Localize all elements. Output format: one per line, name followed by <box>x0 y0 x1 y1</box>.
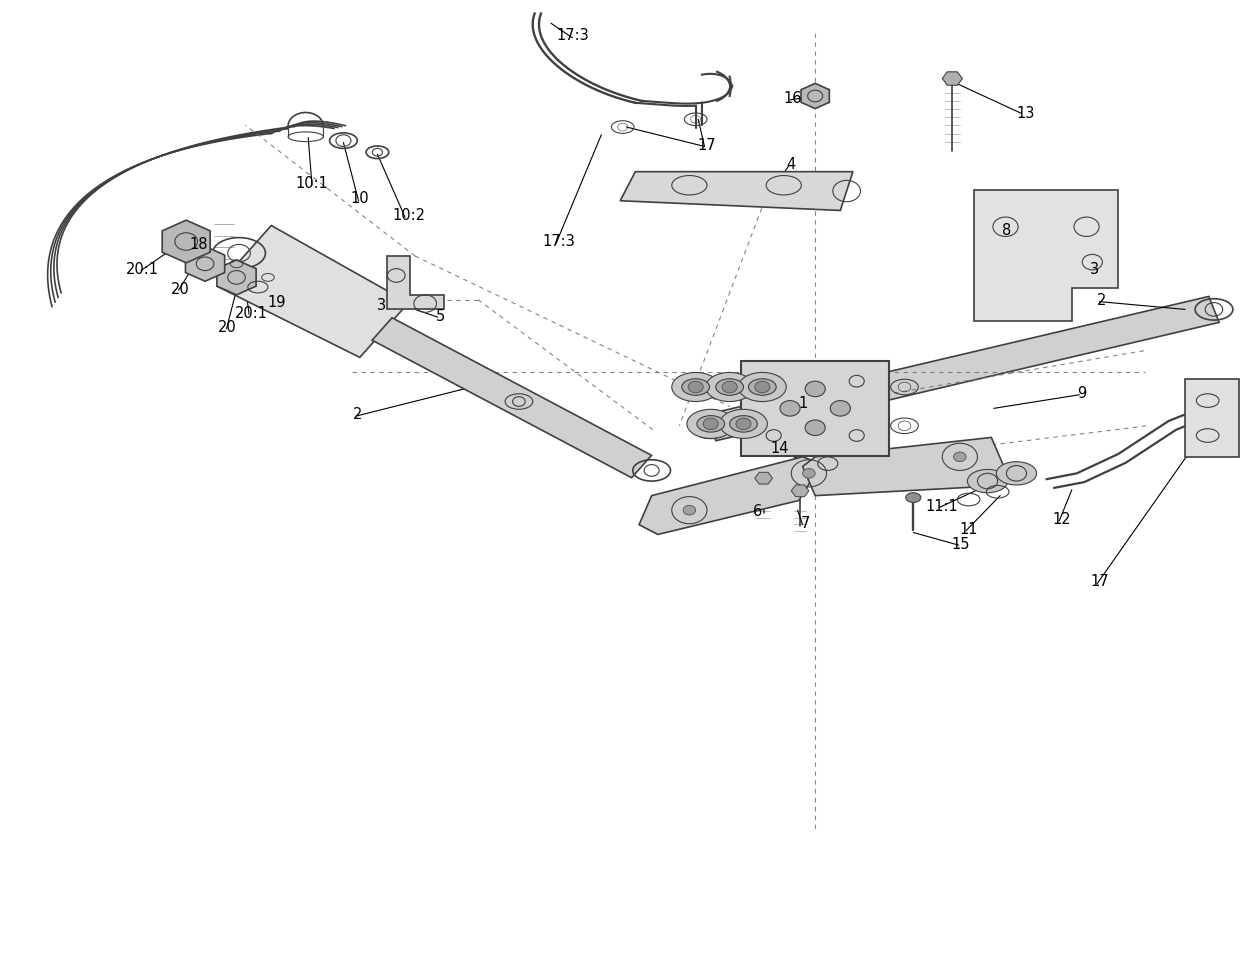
Text: 10:1: 10:1 <box>296 175 328 191</box>
Circle shape <box>688 382 703 393</box>
Polygon shape <box>639 457 821 535</box>
Ellipse shape <box>706 373 754 402</box>
Text: 11: 11 <box>960 521 977 537</box>
Polygon shape <box>974 191 1118 322</box>
Ellipse shape <box>996 462 1037 485</box>
Ellipse shape <box>967 470 1008 493</box>
Text: 7: 7 <box>800 516 810 531</box>
Text: 11:1: 11:1 <box>926 498 959 514</box>
Text: 4: 4 <box>786 157 796 172</box>
Polygon shape <box>1185 380 1239 457</box>
Text: 20: 20 <box>219 320 237 335</box>
Ellipse shape <box>682 380 710 396</box>
Circle shape <box>703 419 718 430</box>
Text: 3: 3 <box>376 297 386 313</box>
Text: 20:1: 20:1 <box>235 305 268 321</box>
Ellipse shape <box>738 373 786 402</box>
Text: 1: 1 <box>798 395 808 411</box>
Text: 10:2: 10:2 <box>392 207 425 223</box>
Text: 17: 17 <box>698 138 716 153</box>
Polygon shape <box>942 73 962 86</box>
Text: 18: 18 <box>190 236 208 252</box>
Polygon shape <box>620 172 853 211</box>
Circle shape <box>830 401 850 417</box>
Circle shape <box>805 421 825 436</box>
Text: 2: 2 <box>1097 293 1107 308</box>
Text: 10: 10 <box>351 191 369 206</box>
Ellipse shape <box>730 417 757 433</box>
Text: 12: 12 <box>1053 512 1071 527</box>
Circle shape <box>954 453 966 462</box>
Ellipse shape <box>697 417 725 433</box>
Circle shape <box>780 401 800 417</box>
Ellipse shape <box>672 373 720 402</box>
Text: 19: 19 <box>268 295 286 310</box>
Ellipse shape <box>749 380 776 396</box>
Text: 6: 6 <box>752 503 762 518</box>
Text: 17:3: 17:3 <box>556 28 589 44</box>
Text: 17: 17 <box>1091 574 1108 589</box>
Polygon shape <box>372 319 652 479</box>
Circle shape <box>755 382 770 393</box>
Polygon shape <box>755 473 772 484</box>
Ellipse shape <box>716 380 743 396</box>
Text: 16: 16 <box>784 91 801 107</box>
Polygon shape <box>387 257 444 310</box>
Text: 3: 3 <box>1089 262 1099 277</box>
Text: 20: 20 <box>171 281 189 297</box>
Text: 5: 5 <box>435 308 445 324</box>
Text: 20:1: 20:1 <box>126 262 159 277</box>
Polygon shape <box>216 261 257 296</box>
Text: 2: 2 <box>352 406 362 422</box>
Ellipse shape <box>687 410 735 439</box>
Text: 14: 14 <box>771 440 789 455</box>
Polygon shape <box>218 227 409 358</box>
Polygon shape <box>706 297 1219 441</box>
Polygon shape <box>185 247 225 282</box>
Text: 17:3: 17:3 <box>542 234 575 249</box>
Text: 8: 8 <box>1001 223 1011 238</box>
Ellipse shape <box>720 410 767 439</box>
Circle shape <box>805 382 825 397</box>
Polygon shape <box>791 485 809 497</box>
Text: 13: 13 <box>1016 106 1034 121</box>
Polygon shape <box>803 438 1004 496</box>
Ellipse shape <box>906 493 921 503</box>
Circle shape <box>736 419 751 430</box>
Bar <box>741 361 889 456</box>
Text: 9: 9 <box>1077 386 1087 401</box>
Text: 15: 15 <box>952 536 970 551</box>
Circle shape <box>803 469 815 479</box>
Polygon shape <box>801 84 829 109</box>
Circle shape <box>722 382 737 393</box>
Circle shape <box>683 506 696 516</box>
Polygon shape <box>162 221 210 264</box>
